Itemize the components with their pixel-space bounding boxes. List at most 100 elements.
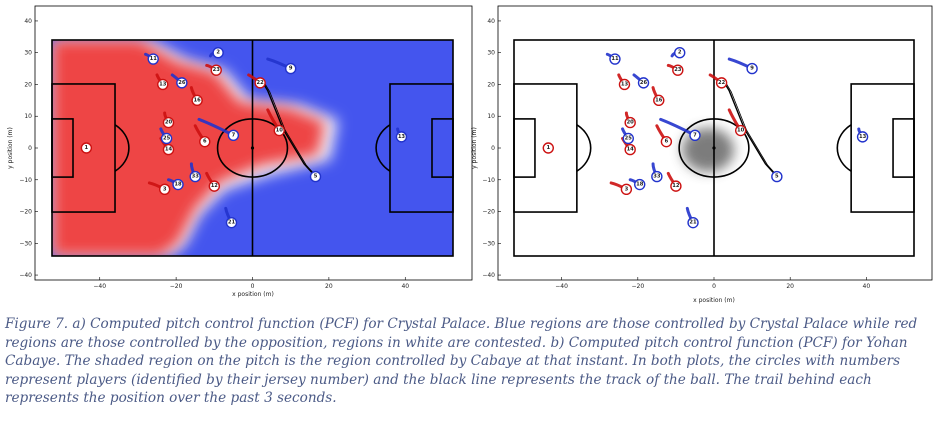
ball-track-line xyxy=(723,78,780,178)
player-circle xyxy=(618,78,631,91)
player-marker: 1 xyxy=(542,142,554,154)
player-circle xyxy=(172,178,184,191)
player-number: 13 xyxy=(621,81,629,87)
x-axis-label: x position (m) xyxy=(232,291,274,298)
player-circle xyxy=(609,53,621,65)
player-marker: 33 xyxy=(651,170,663,183)
player-circle xyxy=(273,124,285,137)
player-circle xyxy=(622,132,634,145)
player-number: 9 xyxy=(750,66,754,72)
player-marker: 23 xyxy=(672,64,684,76)
player-circle xyxy=(624,143,636,156)
player-marker: 23 xyxy=(210,64,222,76)
player-circle xyxy=(734,124,747,137)
player-number: 25 xyxy=(163,135,171,141)
player-circle xyxy=(670,180,682,192)
player-marker: 18 xyxy=(172,178,184,191)
y-tick-label: 30 xyxy=(24,50,32,57)
player-number: 12 xyxy=(211,183,219,189)
player-circle xyxy=(157,78,169,91)
y-axis-label: y position (m) xyxy=(7,127,14,169)
player-marker: 22 xyxy=(715,77,728,89)
y-tick-label: −30 xyxy=(19,240,32,247)
player-circle xyxy=(160,132,173,145)
player-marker: 7 xyxy=(689,129,701,141)
left-penalty-arc xyxy=(114,124,130,172)
player-number: 26 xyxy=(178,80,186,86)
player-circle xyxy=(212,47,224,59)
player-number: 33 xyxy=(653,174,661,180)
player-number: 13 xyxy=(159,81,167,87)
player-circle xyxy=(672,64,684,76)
player-circle xyxy=(395,131,408,143)
player-marker: 10 xyxy=(734,124,747,137)
axis-ticks: −40 −20 0 20 40 40 30 20 10 0 −10 −20 −30 −40 xyxy=(482,18,870,290)
y-tick-label: −40 xyxy=(482,272,495,279)
player-marker: 7 xyxy=(227,129,240,141)
player-marker: 5 xyxy=(771,170,783,183)
x-tick-label: 20 xyxy=(325,283,333,290)
player-marker: 11 xyxy=(147,53,159,65)
center-spot xyxy=(250,146,255,150)
player-number: 6 xyxy=(665,139,669,145)
red-region xyxy=(52,40,325,256)
player-marker: 1 xyxy=(80,142,93,154)
player-number: 10 xyxy=(276,128,284,134)
y-tick-label: 30 xyxy=(487,50,495,57)
player-circle xyxy=(191,94,203,107)
player-circle xyxy=(80,142,93,154)
player-number: 18 xyxy=(636,182,644,188)
player-circle xyxy=(689,129,701,141)
player-circle xyxy=(674,47,686,59)
player-number: 7 xyxy=(232,132,236,138)
player-marker: 12 xyxy=(670,180,682,192)
x-tick-label: −20 xyxy=(631,283,644,290)
y-tick-label: −10 xyxy=(19,177,32,184)
player-marker: 21 xyxy=(225,216,238,229)
player-number: 3 xyxy=(625,186,629,192)
player-number: 33 xyxy=(192,174,200,180)
player-circle xyxy=(771,170,783,183)
player-number: 26 xyxy=(640,80,648,86)
player-marker: 25 xyxy=(622,132,634,145)
x-tick-label: 0 xyxy=(251,283,255,290)
center-circle xyxy=(678,118,750,178)
panel-b-pcf-player: −40 −20 0 20 40 40 30 20 10 0 −10 −20 −30 −40 x posit… xyxy=(471,5,933,304)
pitch-lines xyxy=(51,39,454,257)
player-number: 14 xyxy=(627,147,635,153)
right-penalty-arc xyxy=(836,124,852,172)
center-circle xyxy=(216,118,289,178)
player-number: 22 xyxy=(718,80,726,86)
player-circle xyxy=(162,143,175,156)
x-tick-label: −20 xyxy=(170,283,183,290)
player-marker: 12 xyxy=(208,180,221,192)
player-marker: 13 xyxy=(618,78,631,91)
y-tick-label: 40 xyxy=(24,18,32,25)
axis-ticks: −40 −20 0 20 40 40 30 20 10 0 −10 −20 −30 −40 xyxy=(19,18,409,290)
player-marker: 13 xyxy=(157,78,169,91)
panel-a-pcf-team: −40 −20 0 20 40 40 30 20 10 0 −10 −20 −30 −40 x posit… xyxy=(7,5,473,298)
player-number: 11 xyxy=(150,56,158,62)
player-marker: 16 xyxy=(191,94,203,107)
player-number: 1 xyxy=(546,145,550,151)
center-spot xyxy=(712,146,716,150)
player-number: 11 xyxy=(611,56,619,62)
player-number: 5 xyxy=(775,174,779,180)
y-tick-label: 10 xyxy=(24,113,32,120)
x-tick-label: −40 xyxy=(555,283,568,290)
y-tick-label: 0 xyxy=(491,145,495,152)
player-circle xyxy=(189,170,201,183)
y-tick-label: 10 xyxy=(487,113,495,120)
x-tick-label: 40 xyxy=(401,283,409,290)
left-goal-box xyxy=(513,118,536,178)
player-circle xyxy=(254,77,266,89)
x-axis-label: x position (m) xyxy=(693,297,735,304)
player-circle xyxy=(660,135,673,148)
player-number: 7 xyxy=(693,132,697,138)
player-marker: 25 xyxy=(160,132,173,145)
player-marker: 20 xyxy=(162,116,175,129)
player-circle xyxy=(158,183,171,195)
player-circle xyxy=(637,77,650,89)
player-marker: 11 xyxy=(609,53,621,65)
